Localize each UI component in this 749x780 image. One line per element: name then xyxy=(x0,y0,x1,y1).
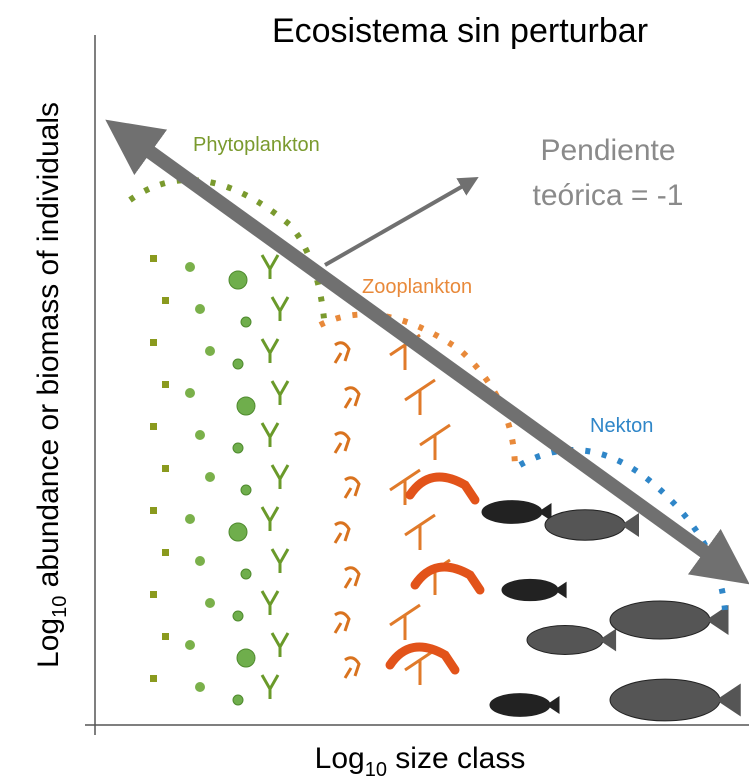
phyto-cell xyxy=(260,590,280,615)
fish-tail xyxy=(546,696,560,714)
fish xyxy=(544,509,626,541)
phyto-cell xyxy=(162,381,169,388)
zoo-krill xyxy=(333,521,351,544)
fish xyxy=(489,693,551,717)
phyto-cell xyxy=(195,304,205,314)
phyto-cell xyxy=(260,506,280,531)
phyto-cell xyxy=(150,675,157,682)
phyto-cell xyxy=(185,514,195,524)
phyto-cell xyxy=(195,556,205,566)
phyto-cell xyxy=(205,346,215,356)
phyto-cell xyxy=(260,422,280,447)
phyto-cell xyxy=(240,484,252,496)
zoo-krill xyxy=(343,656,361,679)
zoo-krill xyxy=(333,431,351,454)
zoo-krill xyxy=(343,386,361,409)
phyto-cell xyxy=(260,338,280,363)
slope-label: teórica = -1 xyxy=(533,179,684,212)
zoo-copepod xyxy=(404,648,436,685)
phyto-cell xyxy=(236,396,256,416)
zoo-copepod xyxy=(419,423,451,460)
zoo-copepod xyxy=(404,513,436,550)
phyto-cell xyxy=(270,632,290,657)
phyto-cell xyxy=(205,598,215,608)
x-axis-label-part: 10 xyxy=(365,759,387,780)
phyto-cell xyxy=(150,423,157,430)
group-label: Phytoplankton xyxy=(193,134,320,156)
phyto-cell xyxy=(162,549,169,556)
group-label: Nekton xyxy=(590,415,653,437)
phyto-cell xyxy=(260,254,280,279)
phyto-cell xyxy=(185,640,195,650)
y-axis-label-part: abundance or biomass of individuals xyxy=(32,102,65,596)
fish xyxy=(526,625,604,655)
phyto-cell xyxy=(240,568,252,580)
x-axis-label: Log10 size class xyxy=(315,742,526,780)
zoo-krill xyxy=(343,566,361,589)
phyto-cell xyxy=(270,548,290,573)
phyto-cell xyxy=(195,430,205,440)
phyto-cell xyxy=(236,648,256,668)
phyto-cell xyxy=(260,674,280,699)
phyto-cell xyxy=(150,255,157,262)
phyto-cell xyxy=(228,270,248,290)
phyto-cell xyxy=(162,465,169,472)
title: Ecosistema sin perturbar xyxy=(272,12,648,50)
y-axis-label-part: Log xyxy=(32,618,65,668)
pointer-arrow xyxy=(324,177,479,267)
phyto-cell xyxy=(270,296,290,321)
phyto-cell xyxy=(228,522,248,542)
zoo-copepod xyxy=(389,603,421,640)
fish-tail xyxy=(621,513,639,537)
phyto-cell xyxy=(232,442,244,454)
zoo-krill xyxy=(333,341,351,364)
phyto-cell xyxy=(270,380,290,405)
phyto-cell xyxy=(232,610,244,622)
fish xyxy=(609,678,721,722)
phyto-cell xyxy=(162,297,169,304)
fish-tail xyxy=(554,581,567,599)
zoo-krill xyxy=(333,611,351,634)
fish xyxy=(501,578,559,602)
shrimp xyxy=(410,562,485,595)
fish-tail xyxy=(599,628,617,652)
group-label: Zooplankton xyxy=(362,276,472,298)
fish xyxy=(609,600,711,640)
slope-arrow xyxy=(105,119,749,585)
shrimp xyxy=(405,472,480,505)
fish-tail xyxy=(716,683,741,717)
phyto-cell xyxy=(270,464,290,489)
phyto-cell xyxy=(232,694,244,706)
phyto-cell xyxy=(195,682,205,692)
organisms xyxy=(150,254,741,722)
y-axis-label-part: 10 xyxy=(49,596,71,618)
phyto-cell xyxy=(162,633,169,640)
phyto-cell xyxy=(232,358,244,370)
phyto-cell xyxy=(150,339,157,346)
phyto-cell xyxy=(240,316,252,328)
phyto-cell xyxy=(150,507,157,514)
slope-label: Pendiente xyxy=(540,134,675,167)
shrimp xyxy=(385,642,460,675)
phyto-cell xyxy=(185,262,195,272)
phyto-cell xyxy=(185,388,195,398)
x-axis-label-part: size class xyxy=(387,742,525,775)
y-axis-label: Log10 abundance or biomass of individual… xyxy=(32,102,71,668)
fish xyxy=(481,500,543,524)
x-axis-label-part: Log xyxy=(315,742,365,775)
phyto-cell xyxy=(205,472,215,482)
fish-tail xyxy=(706,605,729,635)
zoo-krill xyxy=(343,476,361,499)
phyto-cell xyxy=(150,591,157,598)
zoo-copepod xyxy=(404,378,436,415)
